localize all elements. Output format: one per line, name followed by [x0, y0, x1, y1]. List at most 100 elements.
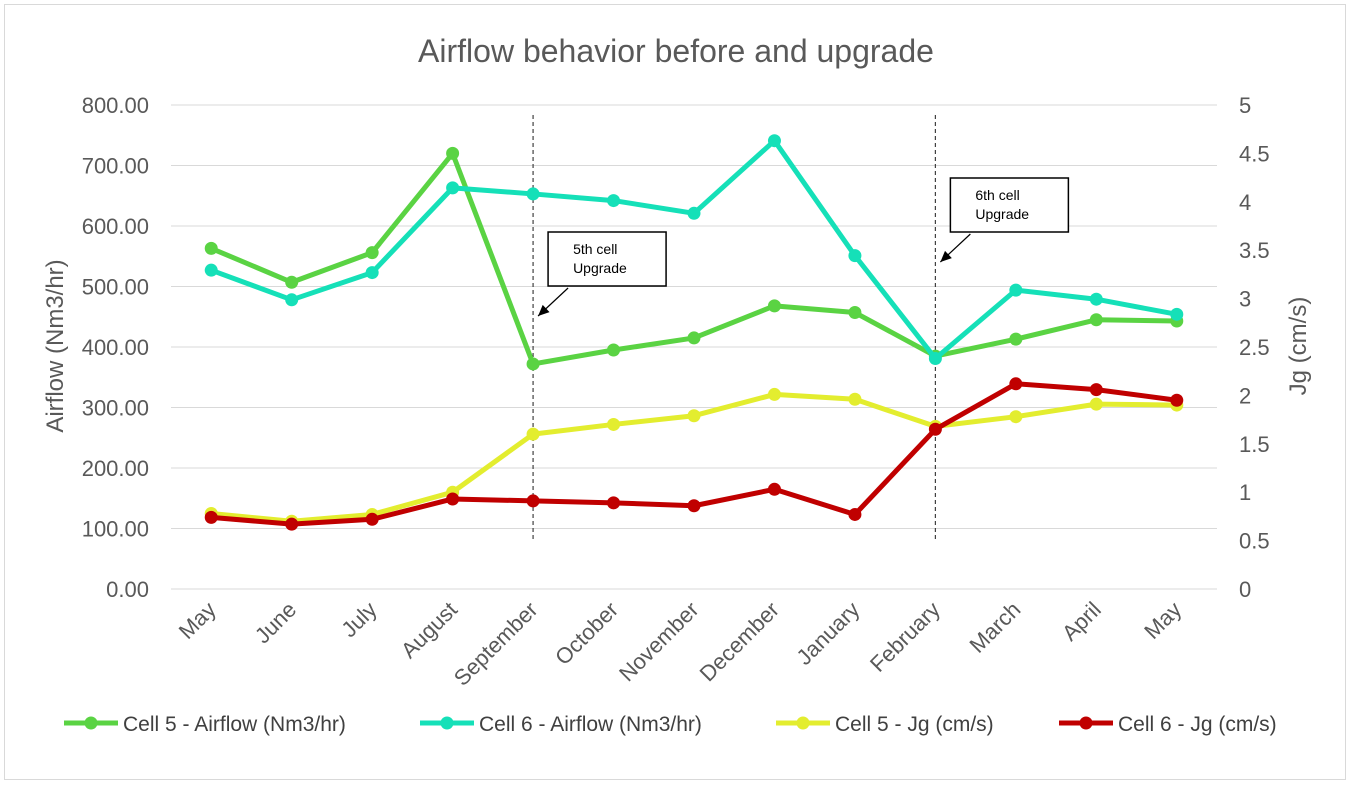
data-point: [1089, 292, 1103, 306]
data-point: [607, 496, 621, 510]
chart-title: Airflow behavior before and upgrade: [418, 33, 934, 69]
legend-swatch-marker: [84, 716, 98, 730]
data-point: [526, 427, 540, 441]
x-tick-label: September: [449, 597, 543, 691]
y-left-tick-label: 600.00: [82, 214, 149, 239]
legend-swatch-marker: [1079, 716, 1093, 730]
y-left-tick-label: 800.00: [82, 93, 149, 118]
data-point: [1009, 377, 1023, 391]
legend: Cell 5 - Airflow (Nm3/hr) Cell 6 - Airflo…: [64, 713, 1277, 736]
data-point: [285, 517, 299, 531]
data-point: [928, 351, 942, 365]
upgrade-arrowhead: [538, 304, 550, 316]
data-point: [687, 499, 701, 513]
data-point: [687, 331, 701, 345]
y-axis-right: 0 0.5 1 1.5 2 2.5 3 3.5 4 4.5 5: [1239, 93, 1270, 602]
data-point: [285, 293, 299, 307]
y-axis-left: 0.00 100.00 200.00 300.00 400.00 500.00 600.00…: [82, 93, 149, 602]
y-left-tick-label: 700.00: [82, 154, 149, 179]
data-point: [204, 241, 218, 255]
x-tick-label: February: [865, 597, 945, 677]
data-point: [767, 387, 781, 401]
data-point: [687, 206, 701, 220]
upgrade-callout-text: 6th cell: [975, 187, 1019, 203]
series-2: [204, 134, 1184, 365]
upgrade-arrowhead: [940, 250, 952, 262]
data-point: [848, 249, 862, 263]
data-point: [848, 306, 862, 320]
data-point: [767, 134, 781, 148]
data-point: [446, 146, 460, 160]
data-point: [365, 512, 379, 526]
y-axis-right-label: Jg (cm/s): [1285, 297, 1312, 396]
y-right-tick-label: 0: [1239, 577, 1251, 602]
y-right-tick-label: 5: [1239, 93, 1251, 118]
y-left-tick-label: 400.00: [82, 335, 149, 360]
data-point: [767, 299, 781, 313]
y-right-tick-label: 3.5: [1239, 238, 1270, 263]
y-right-tick-label: 0.5: [1239, 529, 1270, 554]
upgrade-callout-box: [547, 231, 667, 287]
legend-swatch-marker: [796, 716, 810, 730]
data-point: [607, 417, 621, 431]
data-point: [1089, 397, 1103, 411]
data-point: [848, 507, 862, 521]
upgrade-callout-text: Upgrade: [573, 260, 627, 276]
data-point: [1170, 393, 1184, 407]
y-right-tick-label: 1: [1239, 480, 1251, 505]
data-point: [204, 510, 218, 524]
data-point: [1009, 332, 1023, 346]
data-point: [1089, 313, 1103, 327]
series-line: [210, 138, 1178, 361]
x-tick-label: May: [1139, 597, 1186, 644]
y-left-tick-label: 200.00: [82, 456, 149, 481]
upgrade-callout-text: Upgrade: [975, 206, 1029, 222]
data-point: [526, 357, 540, 371]
upgrade-callout-box: [949, 177, 1070, 233]
x-tick-label: May: [174, 597, 221, 644]
data-point: [848, 392, 862, 406]
legend-label: Cell 6 - Jg (cm/s): [1118, 713, 1277, 736]
legend-swatch-marker: [440, 716, 454, 730]
data-point: [1009, 410, 1023, 424]
data-point: [526, 494, 540, 508]
y-left-tick-label: 500.00: [82, 275, 149, 300]
data-point: [607, 343, 621, 357]
legend-label: Cell 5 - Jg (cm/s): [835, 713, 994, 736]
y-right-tick-label: 4.5: [1239, 141, 1270, 166]
data-point: [928, 422, 942, 436]
data-point: [607, 194, 621, 208]
data-point: [365, 266, 379, 280]
x-tick-label: April: [1057, 597, 1106, 646]
data-point: [526, 187, 540, 201]
y-right-tick-label: 2: [1239, 383, 1251, 408]
series: [204, 134, 1184, 531]
data-point: [446, 492, 460, 506]
x-tick-label: March: [964, 597, 1025, 658]
y-right-tick-label: 3: [1239, 287, 1251, 312]
y-right-tick-label: 4: [1239, 190, 1251, 215]
x-tick-label: January: [791, 597, 864, 670]
series-4: [204, 377, 1184, 531]
x-tick-label: December: [695, 597, 784, 686]
legend-label: Cell 5 - Airflow (Nm3/hr): [123, 713, 346, 736]
x-tick-label: August: [396, 597, 462, 663]
y-left-tick-label: 0.00: [106, 577, 149, 602]
x-tick-label: July: [336, 597, 381, 642]
data-point: [1009, 283, 1023, 297]
data-point: [204, 263, 218, 277]
y-axis-left-label: Airflow (Nm3/hr): [42, 259, 69, 432]
annotations: 5th cell Upgrade 6th cell Upgrade: [532, 115, 1070, 542]
x-tick-label: June: [250, 597, 301, 648]
x-tick-label: October: [550, 597, 623, 670]
data-point: [446, 181, 460, 195]
y-right-tick-label: 1.5: [1239, 432, 1270, 457]
y-right-tick-label: 2.5: [1239, 335, 1270, 360]
upgrade-callout-text: 5th cell: [573, 241, 617, 257]
data-point: [1089, 383, 1103, 397]
y-left-tick-label: 300.00: [82, 396, 149, 421]
data-point: [687, 409, 701, 423]
data-point: [365, 246, 379, 260]
